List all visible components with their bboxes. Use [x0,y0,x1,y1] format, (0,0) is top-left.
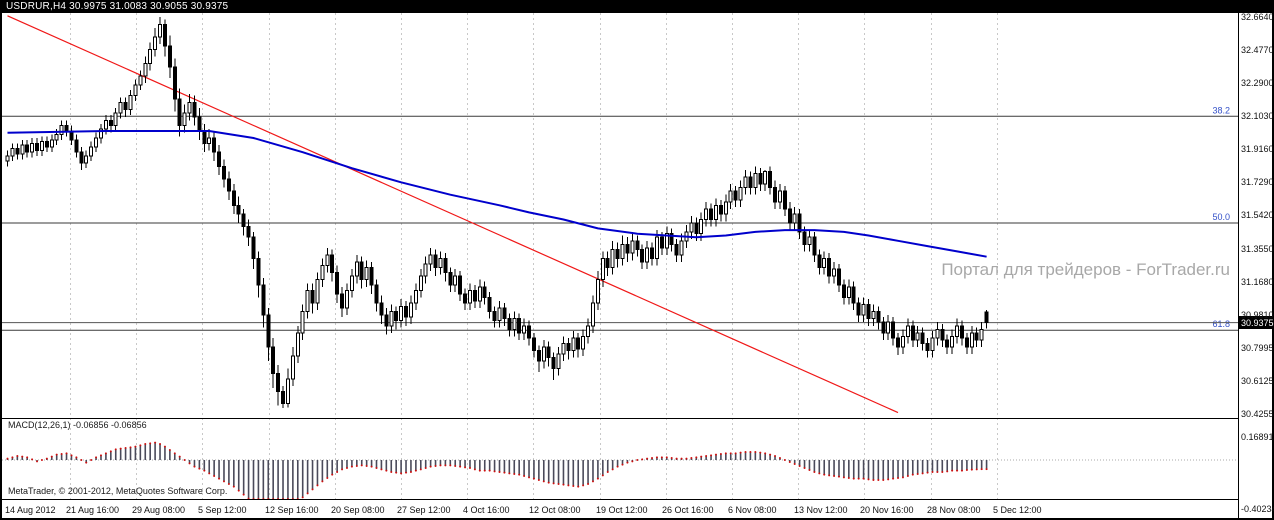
fib-level-label: 50.0 [1212,212,1230,222]
price-axis-label: 31.5420 [1241,210,1274,220]
candlestick-chart[interactable]: 38.2 50.0 61.8 [2,13,1238,499]
copyright-text: MetaTrader, © 2001-2012, MetaQuotes Soft… [8,486,228,496]
macd-signal-dots [6,441,988,499]
time-axis-label: 4 Oct 16:00 [463,505,510,515]
time-axis-label: 27 Sep 12:00 [397,505,451,515]
price-axis-label: 30.4255 [1241,409,1274,419]
time-axis-label: 21 Aug 16:00 [66,505,120,515]
price-axis-label: 32.2900 [1241,78,1274,88]
candlesticks [5,16,989,409]
time-axis-label: 13 Nov 12:00 [794,505,848,515]
time-axis-label: 29 Aug 08:00 [132,505,186,515]
price-axis-label: 31.3550 [1241,244,1274,254]
time-axis-label: 5 Sep 12:00 [198,505,247,515]
time-axis-label: 19 Oct 12:00 [596,505,648,515]
time-axis-label: 28 Nov 08:00 [927,505,981,515]
price-axis-label: 31.9160 [1241,144,1274,154]
watermark-text: Портал для трейдеров - ForTrader.ru [941,260,1230,279]
price-axis-label: 31.1680 [1241,277,1274,287]
price-axis-label: 30.6125 [1241,376,1274,386]
chart-plot-area[interactable]: Портал для трейдеров - ForTrader.ru 38.2… [2,13,1238,499]
moving-average-line [7,130,987,258]
price-axis-label: 32.1030 [1241,111,1274,121]
price-axis-label: 30.9810 [1241,310,1274,320]
time-axis-label: 6 Nov 08:00 [728,505,777,515]
descending-trendline [7,15,899,414]
time-axis-label: 5 Dec 12:00 [993,505,1042,515]
time-axis-label: 12 Sep 16:00 [265,505,319,515]
chart-title: USDRUR,H4 30.9975 31.0083 30.9055 30.937… [6,1,229,12]
price-axis-label: 32.6640 [1241,12,1274,22]
time-axis-label: 14 Aug 2012 [5,505,56,515]
time-axis[interactable]: 14 Aug 2012 21 Aug 16:00 29 Aug 08:00 5 Sep… [2,499,1238,518]
chart-titlebar: USDRUR,H4 30.9975 31.0083 30.9055 30.937… [0,0,1274,13]
fib-level-label: 38.2 [1212,105,1230,115]
current-price-badge: 30.9375 [1239,316,1274,329]
macd-indicator-label: MACD(12,26,1) -0.06856 -0.06856 [8,420,147,430]
macd-histogram [6,442,988,499]
time-axis-label: 20 Sep 08:00 [331,505,385,515]
fib-level-label: 61.8 [1212,319,1230,329]
price-axis-label: 32.4770 [1241,45,1274,55]
price-axis-label: 30.7995 [1241,343,1274,353]
price-axis[interactable]: 30.9375 32.6640 32.4770 32.2900 32.1030 31.9… [1238,12,1274,518]
time-axis-label: 12 Oct 08:00 [529,505,581,515]
time-axis-label: 26 Oct 16:00 [662,505,714,515]
time-axis-label: 20 Nov 16:00 [860,505,914,515]
macd-axis-label: 0.16891 [1241,432,1274,442]
price-axis-label: 31.7290 [1241,177,1274,187]
grid-lines [70,13,998,499]
macd-axis-label: -0.40234 [1241,504,1274,514]
